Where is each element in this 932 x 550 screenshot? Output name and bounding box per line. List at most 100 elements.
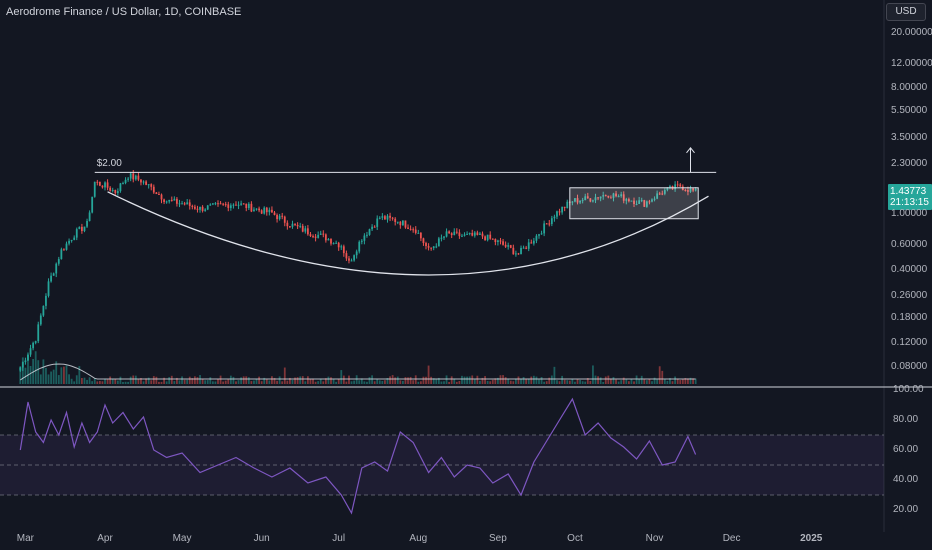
candle-body <box>21 362 24 368</box>
volume-bar <box>502 375 504 384</box>
volume-bar <box>142 381 145 384</box>
volume-bar <box>304 381 307 384</box>
volume-bar <box>553 366 556 384</box>
candle-body <box>193 206 196 209</box>
candle-body <box>145 181 148 185</box>
volume-bar <box>638 379 641 384</box>
candle-body <box>42 305 45 316</box>
time-tick-label: Jun <box>253 533 270 544</box>
volume-bar <box>468 376 471 384</box>
candle-body <box>407 227 409 229</box>
volume-bar <box>589 380 592 384</box>
rsi-pane[interactable] <box>0 397 884 515</box>
candle-body <box>427 246 430 248</box>
candle-body <box>676 184 679 186</box>
candle-body <box>363 235 366 241</box>
volume-bar <box>548 377 551 384</box>
volume-bar <box>50 371 52 384</box>
volume-bar <box>309 378 312 384</box>
volume-bar <box>643 379 646 384</box>
candle-body <box>389 215 391 218</box>
volume-bar <box>461 375 463 384</box>
candle-body <box>24 360 27 363</box>
candle-body <box>402 220 404 226</box>
time-tick-label: 2025 <box>800 533 823 544</box>
price-tick-label: 1.00000 <box>891 208 928 220</box>
candle-body <box>39 315 42 325</box>
candle-body <box>409 228 412 230</box>
volume-bar <box>363 381 366 384</box>
volume-bar <box>371 375 373 384</box>
volume-bar <box>327 376 330 384</box>
candle-body <box>27 354 29 361</box>
candle-body <box>268 209 271 213</box>
volume-bar <box>345 381 348 384</box>
volume-bar <box>242 376 245 384</box>
candle-body <box>170 199 173 201</box>
volume-bar <box>520 378 522 384</box>
volume-bar <box>545 381 548 384</box>
candle-body <box>550 218 553 224</box>
candle-body <box>250 203 253 212</box>
candle-body <box>96 181 99 183</box>
price-tick-label: 0.12000 <box>891 336 928 348</box>
volume-bar <box>332 379 335 384</box>
candle-body <box>422 238 425 244</box>
volume-bar <box>106 379 109 384</box>
volume-bar <box>432 378 435 384</box>
volume-bar <box>335 381 338 384</box>
candle-body <box>504 244 507 247</box>
candle-body <box>196 208 199 210</box>
volume-bar <box>430 376 433 384</box>
candle-body <box>574 198 576 202</box>
candle-body <box>384 216 386 220</box>
volume-bar <box>692 378 694 384</box>
price-tick-label: 3.50000 <box>891 132 928 144</box>
candle-body <box>581 200 584 202</box>
candle-body <box>625 199 628 201</box>
candle-body <box>188 202 191 206</box>
volume-bar <box>645 380 648 384</box>
candle-body <box>435 246 438 248</box>
candle-body <box>327 239 330 241</box>
candle-body <box>658 193 661 195</box>
volume-bar <box>525 378 528 384</box>
volume-bar <box>414 375 417 384</box>
volume-bar <box>322 381 325 384</box>
volume-bar <box>271 376 273 384</box>
candle-body <box>576 198 579 203</box>
price-pane[interactable] <box>0 0 932 532</box>
volume-bar <box>358 380 361 384</box>
volume-bar <box>574 381 576 384</box>
candle-body <box>237 204 240 206</box>
volume-bar <box>540 376 543 384</box>
volume-bar <box>527 378 530 384</box>
volume-bar <box>653 377 656 384</box>
candle-body <box>142 181 145 183</box>
volume-bar <box>630 378 633 384</box>
candle-body <box>342 246 345 254</box>
time-tick-label: Jul <box>332 533 346 544</box>
candle-body <box>309 234 312 237</box>
candle-body <box>368 229 371 235</box>
volume-bar <box>37 360 40 384</box>
candle-body <box>132 173 135 180</box>
volume-ma-line <box>20 363 696 381</box>
candle-body <box>689 188 692 192</box>
candle-body <box>563 206 566 209</box>
volume-bar <box>78 366 81 384</box>
volume-bar <box>615 379 617 384</box>
volume-bar <box>440 381 443 384</box>
candle-body <box>45 295 47 306</box>
candle-body <box>245 203 248 209</box>
candle-body <box>358 241 361 252</box>
candle-body <box>445 231 448 237</box>
currency-button[interactable]: USD <box>886 3 926 21</box>
volume-bar <box>291 379 294 384</box>
candle-body <box>294 223 296 225</box>
candle-body <box>466 233 468 235</box>
candle-body <box>160 194 163 200</box>
candle-body <box>489 234 492 239</box>
volume-bar <box>217 379 219 384</box>
